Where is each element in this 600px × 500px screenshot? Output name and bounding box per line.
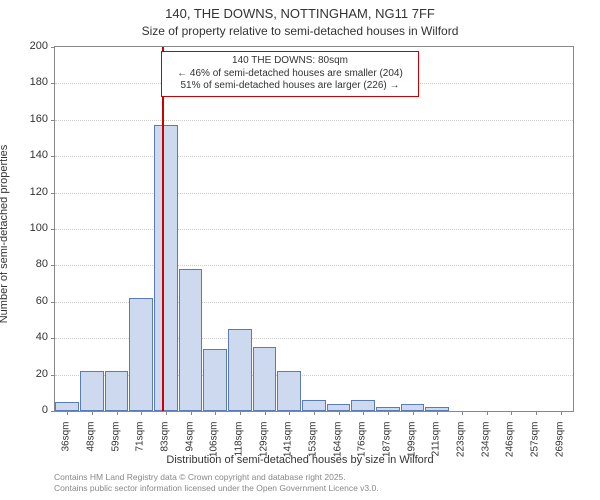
ytick-mark: [51, 338, 55, 339]
gridline: [55, 265, 573, 266]
histogram-bar: [179, 269, 203, 411]
ytick-mark: [51, 229, 55, 230]
xtick-mark: [413, 411, 414, 415]
xtick-mark: [240, 411, 241, 415]
ytick-label: 40: [8, 331, 48, 343]
xtick-mark: [215, 411, 216, 415]
annotation-line: 140 THE DOWNS: 80sqm: [167, 55, 413, 68]
ytick-label: 20: [8, 368, 48, 380]
xtick-label: 48sqm: [86, 422, 97, 472]
xtick-mark: [67, 411, 68, 415]
xtick-label: 153sqm: [308, 422, 319, 472]
xtick-label: 199sqm: [406, 422, 417, 472]
chart-title: 140, THE DOWNS, NOTTINGHAM, NG11 7FF: [0, 0, 600, 23]
xtick-mark: [314, 411, 315, 415]
ytick-mark: [51, 47, 55, 48]
xtick-label: 106sqm: [209, 422, 220, 472]
ytick-label: 120: [8, 186, 48, 198]
xtick-label: 83sqm: [160, 422, 171, 472]
gridline: [55, 156, 573, 157]
xtick-label: 129sqm: [258, 422, 269, 472]
reference-line: [162, 47, 164, 411]
ytick-label: 60: [8, 295, 48, 307]
histogram-bar: [228, 329, 252, 411]
xtick-label: 36sqm: [61, 422, 72, 472]
ytick-label: 80: [8, 258, 48, 270]
xtick-label: 176sqm: [357, 422, 368, 472]
gridline: [55, 229, 573, 230]
ytick-mark: [51, 156, 55, 157]
xtick-label: 118sqm: [234, 422, 245, 472]
xtick-mark: [363, 411, 364, 415]
ytick-label: 0: [8, 404, 48, 416]
ytick-mark: [51, 411, 55, 412]
xtick-mark: [166, 411, 167, 415]
histogram-bar: [277, 371, 301, 411]
ytick-label: 100: [8, 222, 48, 234]
ytick-label: 200: [8, 40, 48, 52]
histogram-bar: [129, 298, 153, 411]
histogram-bar: [105, 371, 129, 411]
xtick-mark: [462, 411, 463, 415]
xtick-mark: [487, 411, 488, 415]
ytick-label: 160: [8, 113, 48, 125]
xtick-label: 164sqm: [332, 422, 343, 472]
histogram-bar: [327, 404, 351, 411]
plot-area: 140 THE DOWNS: 80sqm← 46% of semi-detach…: [54, 46, 574, 412]
xtick-label: 223sqm: [456, 422, 467, 472]
footer-text: Contains HM Land Registry data © Crown c…: [54, 472, 379, 493]
xtick-mark: [388, 411, 389, 415]
xtick-mark: [117, 411, 118, 415]
xtick-mark: [265, 411, 266, 415]
histogram-bar: [302, 400, 326, 411]
ytick-mark: [51, 375, 55, 376]
xtick-label: 234sqm: [480, 422, 491, 472]
xtick-mark: [92, 411, 93, 415]
ytick-mark: [51, 193, 55, 194]
annotation-box: 140 THE DOWNS: 80sqm← 46% of semi-detach…: [161, 51, 419, 97]
ytick-mark: [51, 302, 55, 303]
xtick-label: 187sqm: [382, 422, 393, 472]
annotation-line: 51% of semi-detached houses are larger (…: [167, 80, 413, 93]
xtick-mark: [339, 411, 340, 415]
histogram-bar: [80, 371, 104, 411]
xtick-mark: [437, 411, 438, 415]
ytick-mark: [51, 83, 55, 84]
xtick-label: 94sqm: [184, 422, 195, 472]
xtick-label: 246sqm: [505, 422, 516, 472]
histogram-bar: [253, 347, 277, 411]
histogram-bar: [55, 402, 79, 411]
ytick-label: 180: [8, 76, 48, 88]
ytick-mark: [51, 265, 55, 266]
xtick-mark: [511, 411, 512, 415]
histogram-bar: [203, 349, 227, 411]
xtick-label: 71sqm: [135, 422, 146, 472]
xtick-label: 211sqm: [431, 422, 442, 472]
xtick-label: 257sqm: [530, 422, 541, 472]
histogram-bar: [154, 125, 178, 411]
ytick-label: 140: [8, 149, 48, 161]
xtick-label: 141sqm: [283, 422, 294, 472]
xtick-label: 269sqm: [554, 422, 565, 472]
gridline: [55, 193, 573, 194]
xtick-mark: [561, 411, 562, 415]
xtick-mark: [289, 411, 290, 415]
histogram-bar: [401, 404, 425, 411]
footer-line-1: Contains HM Land Registry data © Crown c…: [54, 472, 379, 483]
xtick-label: 59sqm: [110, 422, 121, 472]
annotation-line: ← 46% of semi-detached houses are smalle…: [167, 68, 413, 81]
xtick-mark: [191, 411, 192, 415]
footer-line-2: Contains public sector information licen…: [54, 483, 379, 494]
gridline: [55, 120, 573, 121]
xtick-mark: [141, 411, 142, 415]
ytick-mark: [51, 120, 55, 121]
xtick-mark: [536, 411, 537, 415]
histogram-bar: [351, 400, 375, 411]
chart-subtitle: Size of property relative to semi-detach…: [0, 23, 600, 38]
